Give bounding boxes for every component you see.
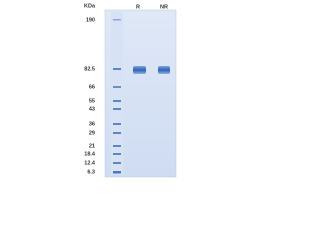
ladder-label: 43 — [89, 106, 95, 112]
gel-figure: KDa R NR 190 82.5 66 55 43 36 29 21 18.4… — [84, 3, 177, 178]
ladder-label: 29 — [89, 130, 95, 136]
sample-band-nr — [158, 66, 170, 74]
ladder-label: 36 — [89, 121, 95, 127]
unit-label: KDa — [84, 3, 96, 9]
ladder-bands — [113, 19, 121, 174]
ladder-lane — [111, 12, 123, 175]
ladder-label: 6.3 — [87, 169, 95, 175]
ladder-label: 21 — [89, 143, 95, 149]
lane-label: R — [136, 4, 140, 10]
ladder-label: 55 — [89, 98, 95, 104]
ladder-label: 18.4 — [84, 151, 96, 157]
ladder-label: 66 — [89, 84, 95, 90]
ladder-label: 82.5 — [84, 66, 95, 72]
lane-label: NR — [160, 4, 168, 10]
sample-band-r — [133, 66, 146, 74]
ladder-label: 12.4 — [84, 160, 96, 166]
ladder-label: 190 — [86, 17, 95, 23]
